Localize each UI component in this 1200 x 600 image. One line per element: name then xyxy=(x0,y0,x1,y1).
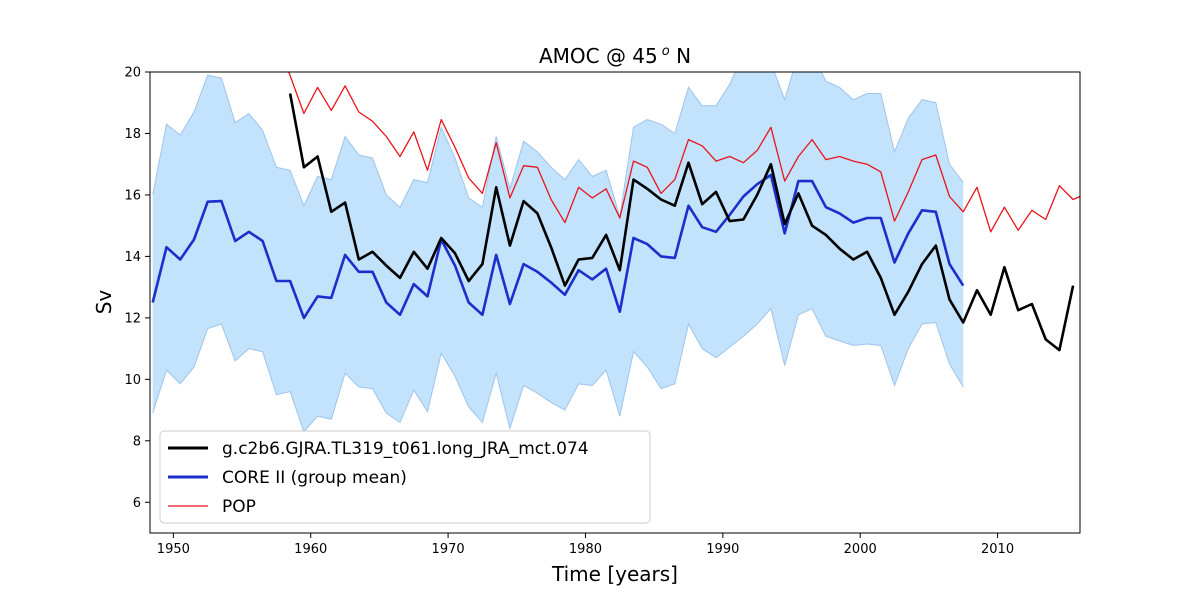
series-layer xyxy=(151,72,1080,352)
legend: g.c2b6.GJRA.TL319_t061.long_JRA_mct.074 C… xyxy=(159,430,651,524)
x-tick-label: 1950 xyxy=(157,542,190,557)
title-superscript: o xyxy=(662,44,670,59)
legend-label-1: CORE II (group mean) xyxy=(222,468,407,488)
series-line-0 xyxy=(151,173,965,320)
y-tick-label: 6 xyxy=(133,496,141,511)
y-tick-label: 14 xyxy=(124,250,141,265)
legend-label-0: g.c2b6.GJRA.TL319_t061.long_JRA_mct.074 xyxy=(222,439,589,459)
x-axis-label: Time [years] xyxy=(551,562,678,586)
series-line-2 xyxy=(288,72,1080,233)
y-tick-label: 18 xyxy=(124,127,141,142)
x-tick-label: 1970 xyxy=(432,542,465,557)
y-tick-label: 10 xyxy=(124,373,141,388)
y-tick-label: 8 xyxy=(133,434,141,449)
title-suffix: N xyxy=(670,44,691,68)
x-axis: 1950 1960 1970 1980 1990 2000 2010 xyxy=(157,533,1014,557)
x-tick-label: 2000 xyxy=(844,542,877,557)
core-spread-band xyxy=(152,72,964,432)
y-tick-label: 16 xyxy=(124,188,141,203)
y-axis: 6 8 10 12 14 16 18 20 xyxy=(124,66,150,511)
band-upper-edge xyxy=(152,72,964,217)
x-tick-label: 1990 xyxy=(706,542,739,557)
plot-area xyxy=(151,72,1080,433)
band-lower-edge xyxy=(152,307,964,433)
chart-title: AMOC @ 45 o N xyxy=(539,44,691,68)
plot-frame xyxy=(149,71,1081,534)
y-tick-label: 20 xyxy=(124,66,141,81)
x-tick-label: 1980 xyxy=(569,542,602,557)
y-tick-label: 12 xyxy=(124,311,141,326)
y-axis-label: Sv xyxy=(92,290,116,315)
series-line-1 xyxy=(288,93,1075,352)
x-tick-label: 2010 xyxy=(981,542,1014,557)
x-tick-label: 1960 xyxy=(294,542,327,557)
legend-box xyxy=(159,430,651,524)
legend-label-2: POP xyxy=(222,497,256,517)
